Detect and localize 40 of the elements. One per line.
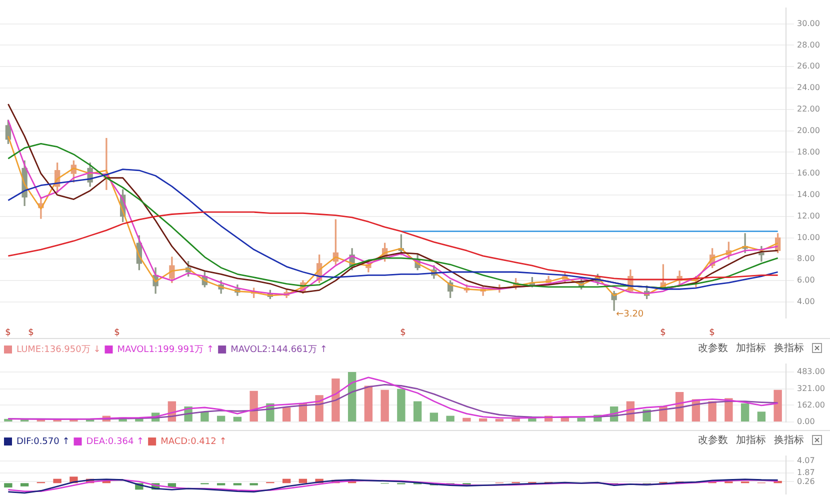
annotation: ←3.20 <box>616 310 644 320</box>
legend-label: LUME:136.950万 ↓ <box>16 344 101 355</box>
text: 改参数 <box>698 434 728 447</box>
text: $ <box>400 328 406 338</box>
y-tick-label: 22.00 <box>797 104 820 114</box>
text: $ <box>709 328 715 338</box>
y-tick-label: 14.00 <box>797 190 820 200</box>
y-tick-label: 0.26 <box>797 476 815 486</box>
y-tick-label: 1.87 <box>797 468 815 478</box>
y-tick-label: 26.00 <box>797 62 820 71</box>
y-tick-label: 6.00 <box>797 276 815 285</box>
y-tick-label: 0.00 <box>797 417 815 426</box>
y-tick-label: 20.00 <box>797 126 820 135</box>
legend-label: MACD:0.412 ↑ <box>160 436 227 447</box>
y-tick-label: 321.00 <box>797 384 825 393</box>
y-tick-label: 4.00 <box>797 297 815 306</box>
text: $ <box>660 328 666 338</box>
y-tick-label: 30.00 <box>797 18 820 28</box>
text: $ <box>5 328 11 338</box>
y-tick-label: 12.00 <box>797 211 820 220</box>
y-tick-label: 10.00 <box>797 232 820 242</box>
legend-label: DEA:0.364 ↑ <box>86 436 144 447</box>
text: 加指标 <box>736 342 766 355</box>
y-tick-label: 28.00 <box>797 40 820 50</box>
y-tick-label: 24.00 <box>797 83 820 92</box>
text: $ <box>28 328 34 338</box>
text: 换指标 <box>774 434 804 447</box>
y-tick-label: 16.00 <box>797 168 820 178</box>
y-tick-label: 18.00 <box>797 147 820 156</box>
y-tick-label: 162.00 <box>797 400 825 410</box>
text: 加指标 <box>736 434 766 447</box>
legend-label: DIF:0.570 ↑ <box>16 436 70 447</box>
y-tick-label: 483.00 <box>797 367 825 376</box>
text: $ <box>114 328 120 338</box>
legend-label: MAVOL1:199.991万 ↑ <box>117 344 214 355</box>
y-tick-label: 4.07 <box>797 456 815 466</box>
legend-label: MAVOL2:144.661万 ↑ <box>230 344 328 355</box>
text: 改参数 <box>698 342 728 355</box>
y-tick-label: 8.00 <box>797 254 815 264</box>
text: 换指标 <box>774 342 804 355</box>
